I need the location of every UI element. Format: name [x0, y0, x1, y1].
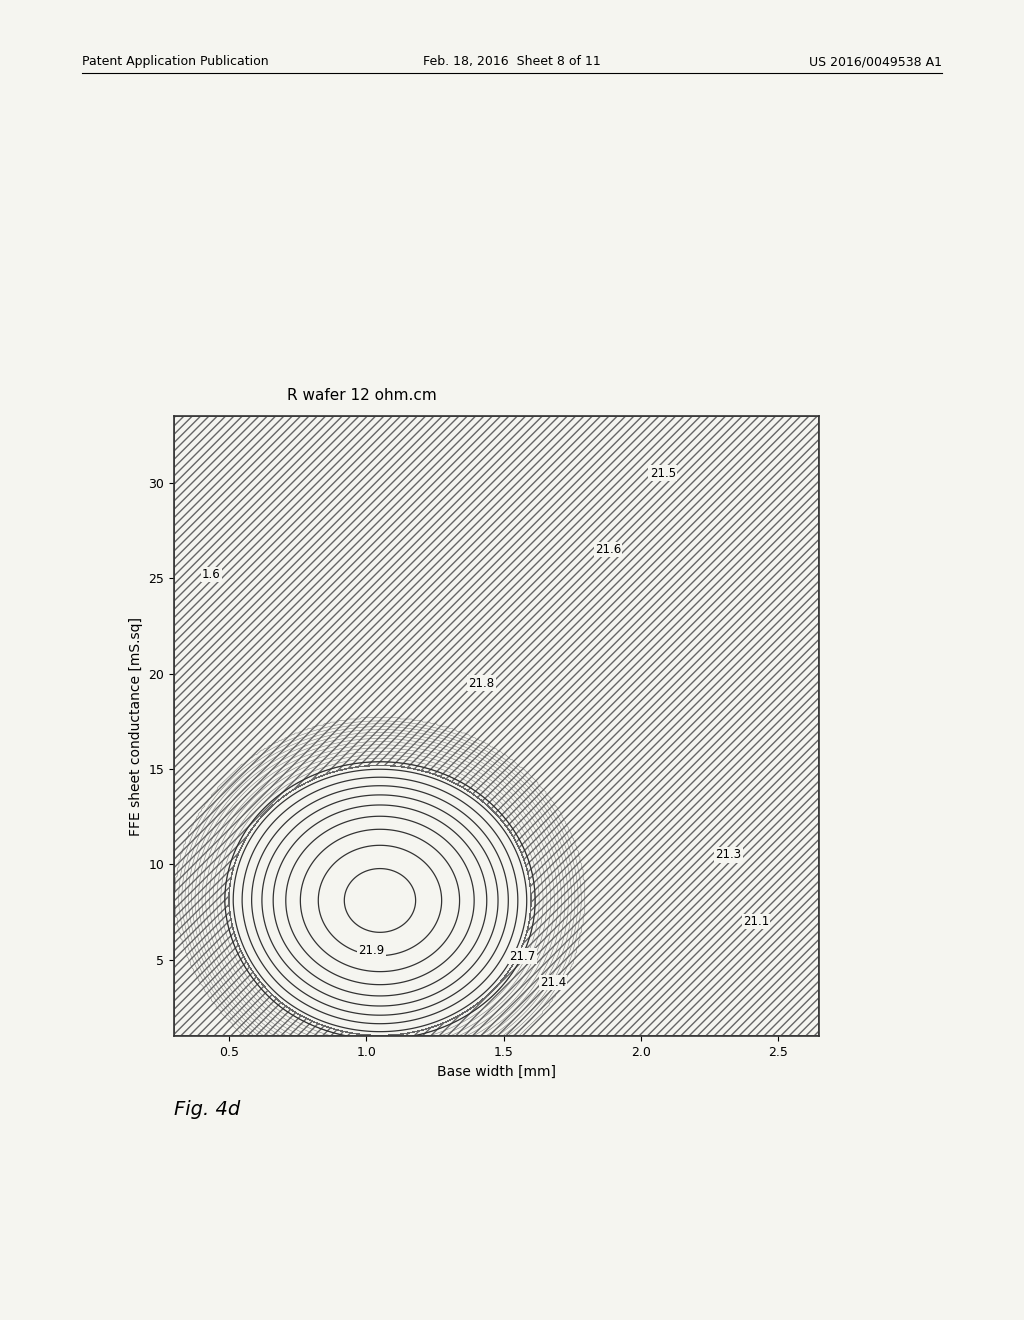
Text: Patent Application Publication: Patent Application Publication: [82, 55, 268, 69]
Text: 21.6: 21.6: [595, 543, 621, 556]
Text: 21.8: 21.8: [468, 677, 495, 689]
Y-axis label: FFE sheet conductance [mS.sq]: FFE sheet conductance [mS.sq]: [129, 616, 143, 836]
Text: R wafer 12 ohm.cm: R wafer 12 ohm.cm: [287, 388, 436, 403]
Text: 1.6: 1.6: [202, 568, 220, 581]
Text: 21.7: 21.7: [510, 949, 536, 962]
Text: 21.3: 21.3: [716, 849, 741, 862]
X-axis label: Base width [mm]: Base width [mm]: [437, 1064, 556, 1078]
Text: 21.5: 21.5: [649, 466, 676, 479]
Point: [84, 1044, 100, 1065]
Text: 21.1: 21.1: [743, 915, 769, 928]
Text: 21.4: 21.4: [540, 977, 566, 989]
Text: 21.9: 21.9: [358, 944, 385, 957]
Text: Feb. 18, 2016  Sheet 8 of 11: Feb. 18, 2016 Sheet 8 of 11: [423, 55, 601, 69]
Text: Fig. 4d: Fig. 4d: [174, 1101, 241, 1119]
Text: US 2016/0049538 A1: US 2016/0049538 A1: [809, 55, 942, 69]
